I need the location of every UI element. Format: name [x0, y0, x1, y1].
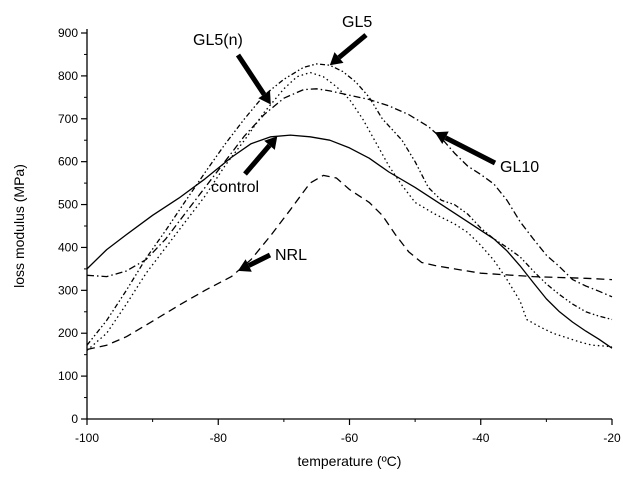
annotation-arrowhead-gl10: [434, 131, 449, 144]
annotation-arrow-control: [243, 143, 272, 176]
axes: [86, 29, 612, 420]
annotation-arrowhead-nrl: [237, 259, 252, 272]
x-tick-label: -20: [603, 431, 621, 445]
y-tick-label: 500: [58, 198, 78, 212]
x-tick-label: -60: [341, 431, 359, 445]
x-tick-label: -80: [210, 431, 228, 445]
annotation-label-nrl: NRL: [275, 247, 307, 264]
y-tick-label: 800: [58, 69, 78, 83]
y-tick-label: 300: [58, 283, 78, 297]
annotation-arrow-gl5-n: [235, 53, 267, 96]
series-lines: [86, 63, 613, 351]
x-axis-title: temperature (ºC): [298, 453, 402, 469]
series-line-gl10: [86, 88, 613, 298]
x-ticks: -100 -80 -60 -40 -20: [75, 419, 621, 445]
series-line-gl5-n: [86, 71, 613, 351]
annotation-label-gl10: GL10: [500, 159, 539, 176]
x-tick-label: -100: [75, 431, 99, 445]
annotation-arrowhead-gl5: [329, 52, 344, 66]
y-axis-title: loss modulus (MPa): [11, 164, 27, 288]
y-tick-label: 600: [58, 155, 78, 169]
annotation-label-gl5-n: GL5(n): [193, 32, 243, 49]
annotation-arrow-gl10: [444, 135, 497, 166]
annotation-arrow-gl5: [337, 33, 368, 60]
y-tick-label: 900: [58, 26, 78, 40]
annotation-arrow-nrl: [247, 252, 272, 268]
series-line-control: [86, 134, 613, 349]
annotation-arrowhead-control: [264, 136, 278, 150]
y-tick-label: 700: [58, 112, 78, 126]
annotation-arrowhead-gl5-n: [258, 90, 271, 105]
y-tick-label: 200: [58, 326, 78, 340]
y-ticks: 0 100 200 300 400 500 600 700 800 900: [58, 26, 87, 426]
series-line-gl5: [86, 63, 613, 346]
annotations: GL5(n) GL5 GL10 control NRL: [193, 14, 539, 272]
annotation-label-gl5: GL5: [342, 14, 372, 31]
y-tick-label: 400: [58, 240, 78, 254]
y-tick-label: 100: [58, 369, 78, 383]
series-line-nrl: [86, 174, 613, 351]
x-tick-label: -40: [472, 431, 490, 445]
y-tick-label: 0: [71, 412, 78, 426]
annotation-label-control: control: [211, 179, 259, 196]
